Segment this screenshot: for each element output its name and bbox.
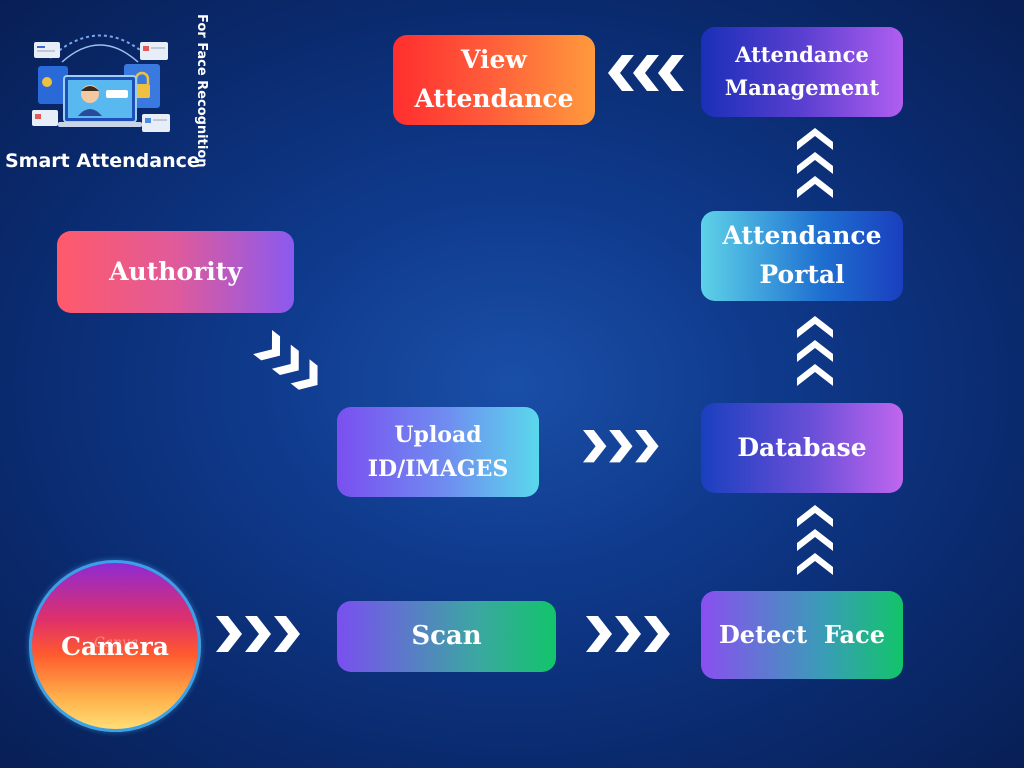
arrow-database-to-portal [797,316,833,386]
node-authority: Authority [57,231,294,313]
node-detect-face-label: Detect Face [718,620,885,650]
node-camera: Camera [29,560,201,732]
brand-title: Smart Attendance [5,150,200,172]
node-view-attendance: View Attendance [393,35,595,125]
node-upload-line2: ID/IMAGES [367,456,509,482]
watermark: Canva [94,635,139,651]
arrow-scan-to-detect [586,616,670,652]
arrow-detect-to-database [797,505,833,575]
node-attendance-portal-line1: Attendance [722,221,882,251]
node-view-attendance-line2: Attendance [414,84,574,113]
node-attendance-management-line1: Attendance [735,42,869,68]
arrow-portal-to-management [797,128,833,198]
node-attendance-portal-line2: Portal [759,260,845,289]
brand-subtitle: For Face Recognition [194,14,209,168]
node-scan: Scan [337,601,556,672]
arrow-authority-to-upload [253,330,327,398]
node-database-label: Database [737,432,867,462]
node-detect-face: Detect Face [701,591,903,679]
node-upload: Upload ID/IMAGES [337,407,539,497]
node-scan-label: Scan [411,621,482,652]
node-camera-label: Camera [61,631,169,661]
node-database: Database [701,403,903,493]
node-attendance-management-line2: Management [724,75,880,100]
node-authority-label: Authority [109,256,242,286]
arrow-camera-to-scan [216,616,300,652]
node-attendance-portal: Attendance Portal [701,211,903,301]
arrow-upload-to-database [583,430,659,463]
node-attendance-management: Attendance Management [701,27,903,117]
node-view-attendance-line1: View [461,45,527,75]
arrow-management-to-view [608,55,684,91]
node-upload-line1: Upload [394,421,482,448]
face-recognition-laptop-icon [32,34,170,132]
